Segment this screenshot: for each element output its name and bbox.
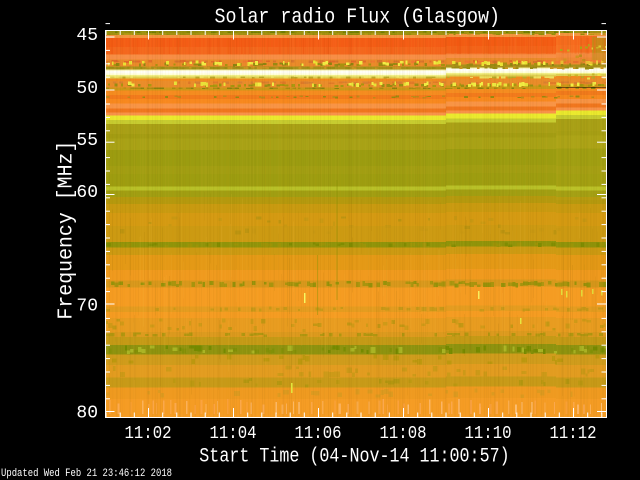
svg-text:11:08: 11:08 [380,424,427,444]
svg-text:Frequency [MHz]: Frequency [MHz] [56,141,79,320]
svg-text:55: 55 [76,131,98,151]
svg-text:11:04: 11:04 [210,424,257,444]
svg-text:70: 70 [76,297,98,317]
svg-text:11:02: 11:02 [125,424,172,444]
svg-text:11:12: 11:12 [550,424,597,444]
svg-text:Start Time (04-Nov-14 11:00:57: Start Time (04-Nov-14 11:00:57) [199,446,509,469]
svg-text:Updated Wed Feb 21 23:46:12 20: Updated Wed Feb 21 23:46:12 2018 [1,468,172,480]
svg-text:60: 60 [76,183,98,203]
svg-text:11:06: 11:06 [295,424,342,444]
svg-text:80: 80 [76,404,98,424]
svg-text:45: 45 [76,26,98,46]
svg-text:50: 50 [76,79,98,99]
svg-text:11:10: 11:10 [465,424,512,444]
svg-text:Solar radio Flux (Glasgow): Solar radio Flux (Glasgow) [215,7,501,30]
